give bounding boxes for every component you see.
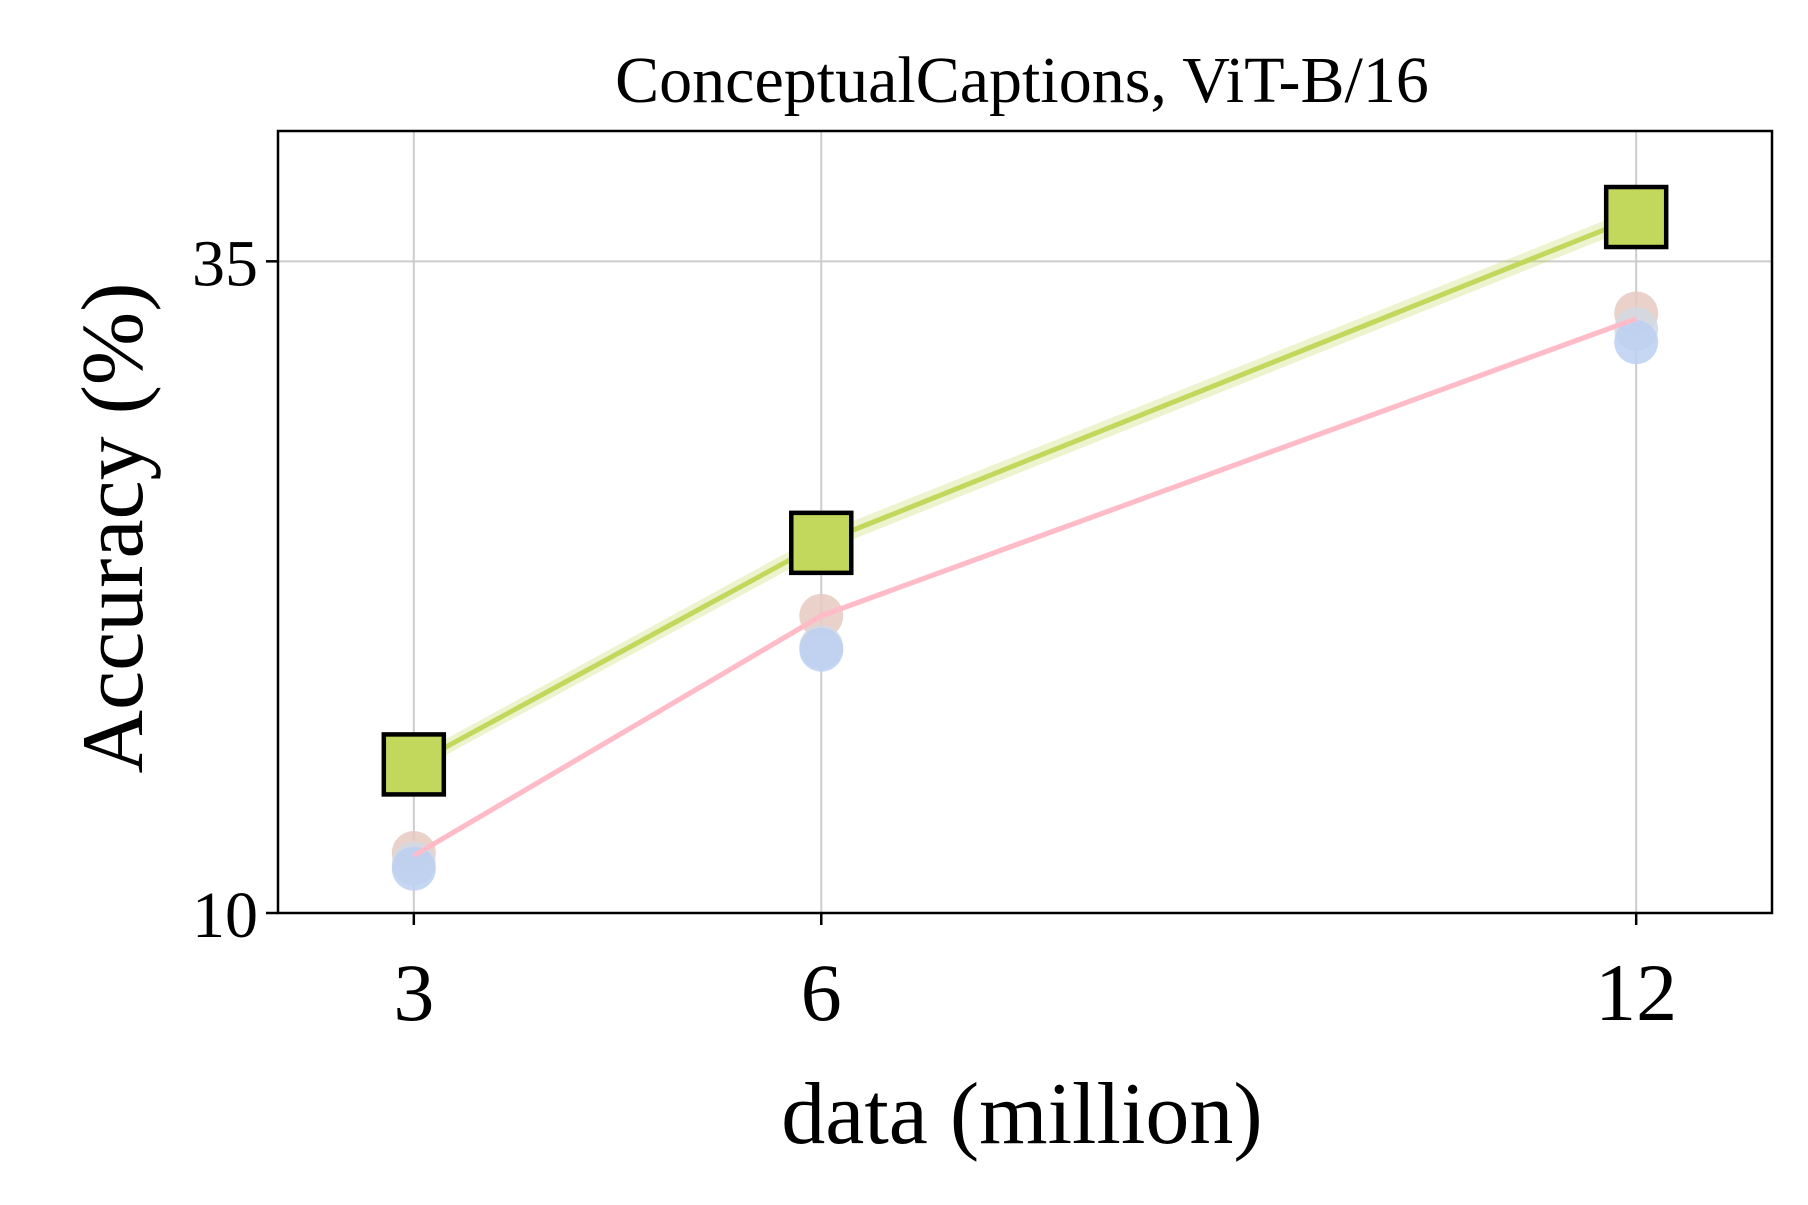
x-axis-label: data (million) xyxy=(781,1066,1262,1163)
series-lines xyxy=(412,214,1638,858)
x-tick-label-2: 12 xyxy=(1595,947,1677,1038)
x-tick-label-1: 6 xyxy=(801,947,842,1038)
series-0-point-2 xyxy=(1603,184,1669,250)
y-tick-label-0: 10 xyxy=(192,879,258,952)
series-1-line-overlay xyxy=(412,316,1638,858)
x-tick-label-0: 3 xyxy=(393,947,434,1038)
series-markers xyxy=(381,184,1669,891)
y-axis-label: Accuracy (%) xyxy=(65,282,162,773)
chart-title: ConceptualCaptions, ViT-B/16 xyxy=(615,44,1429,117)
series-4-point-2 xyxy=(1614,320,1659,365)
series-4-point-0 xyxy=(391,846,436,891)
axis-ticks: 3 6 12 10 35 xyxy=(192,227,1677,1038)
series-1-line xyxy=(412,316,1638,858)
plot-frame xyxy=(276,129,1774,915)
series-4-point-1 xyxy=(799,627,844,672)
series-0-point-1 xyxy=(789,510,854,576)
series-0-point-0 xyxy=(381,732,447,797)
y-tick-label-1: 35 xyxy=(192,227,258,300)
